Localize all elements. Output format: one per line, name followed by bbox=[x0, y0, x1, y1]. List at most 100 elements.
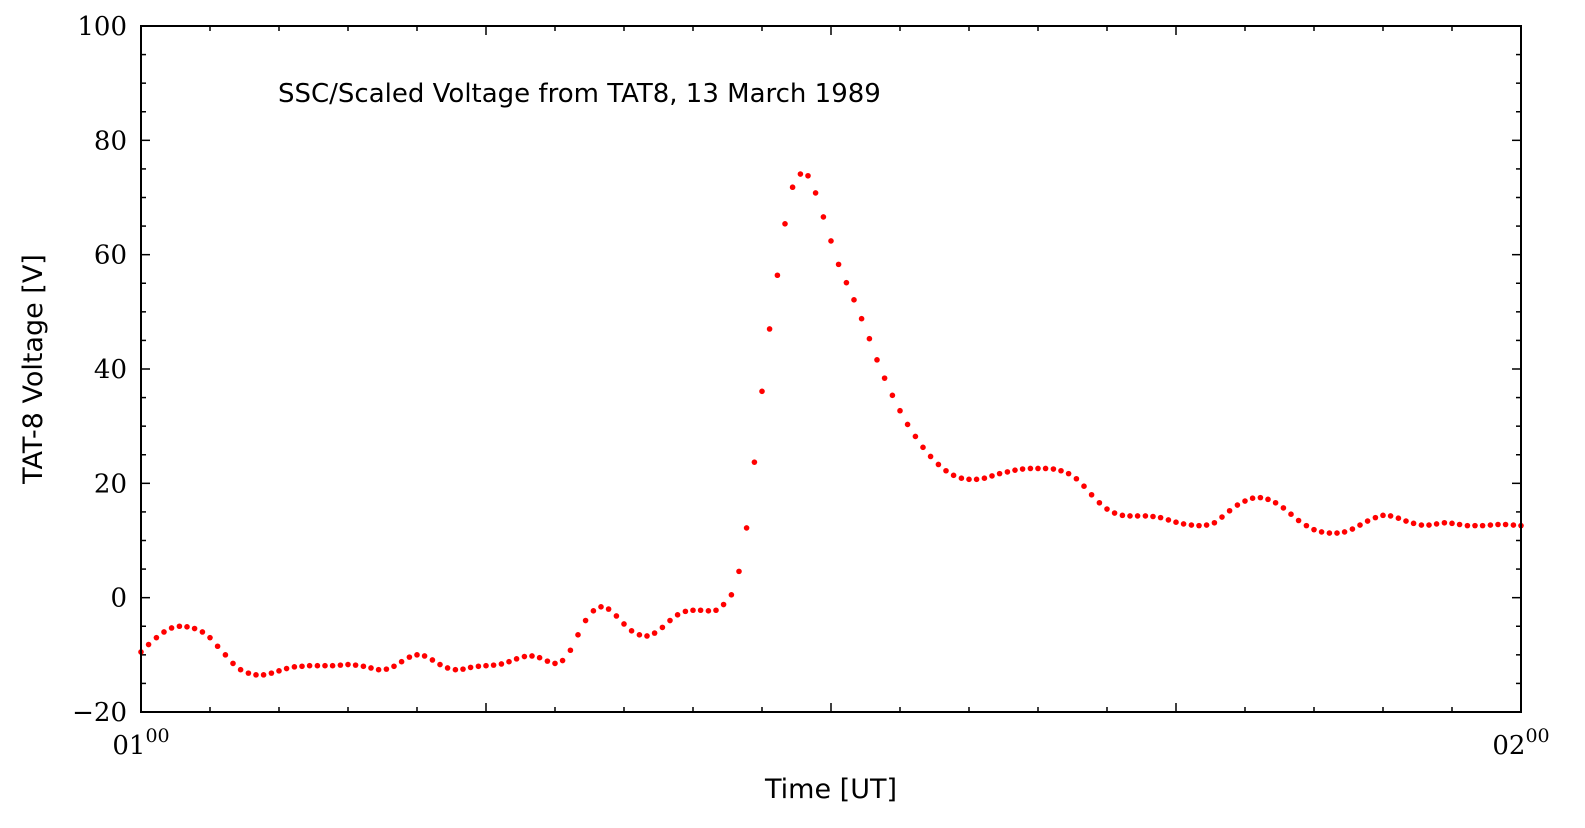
data-point bbox=[690, 607, 696, 614]
data-point bbox=[996, 470, 1003, 477]
data-point bbox=[214, 643, 221, 650]
data-point bbox=[1456, 521, 1463, 528]
data-point bbox=[590, 608, 597, 614]
data-point bbox=[268, 670, 275, 676]
data-point bbox=[375, 666, 382, 673]
y-tick-label: 100 bbox=[77, 12, 127, 42]
data-point bbox=[1410, 520, 1417, 527]
data-point bbox=[529, 653, 535, 659]
data-point bbox=[1058, 467, 1064, 474]
data-point bbox=[874, 357, 880, 363]
data-point bbox=[230, 660, 236, 667]
data-point bbox=[1387, 513, 1394, 519]
y-tick-label: 40 bbox=[94, 355, 127, 385]
data-point bbox=[835, 261, 842, 268]
data-point bbox=[1403, 518, 1409, 524]
data-point bbox=[713, 607, 719, 614]
data-point bbox=[981, 475, 988, 481]
data-point bbox=[1042, 465, 1049, 472]
data-point bbox=[575, 632, 581, 638]
data-point bbox=[1249, 495, 1256, 501]
data-point bbox=[720, 601, 727, 608]
data-point bbox=[1157, 514, 1164, 521]
x-tick-label: 0200 bbox=[1492, 725, 1549, 761]
data-point bbox=[950, 472, 957, 479]
data-point bbox=[805, 172, 811, 179]
y-tick-label: 80 bbox=[94, 126, 127, 156]
x-axis-title: Time [UT] bbox=[764, 774, 897, 805]
data-point bbox=[1096, 499, 1103, 506]
data-point bbox=[506, 658, 512, 665]
data-point bbox=[759, 388, 765, 395]
y-tick-label: 20 bbox=[94, 469, 127, 499]
data-point bbox=[452, 666, 459, 673]
data-point bbox=[751, 459, 758, 465]
data-point bbox=[1027, 465, 1034, 472]
data-point bbox=[552, 660, 558, 667]
y-tick-label: 60 bbox=[94, 241, 127, 271]
data-point bbox=[644, 633, 650, 639]
data-point bbox=[1318, 529, 1325, 535]
data-point bbox=[812, 190, 819, 196]
data-point bbox=[1211, 519, 1218, 526]
data-point bbox=[659, 624, 666, 631]
data-point bbox=[168, 625, 175, 631]
data-point bbox=[1495, 521, 1501, 528]
data-point bbox=[851, 297, 857, 303]
data-point bbox=[1065, 470, 1072, 477]
data-point bbox=[1418, 522, 1425, 528]
data-point bbox=[1479, 522, 1486, 529]
data-point bbox=[490, 662, 497, 668]
y-tick-label: −20 bbox=[72, 698, 127, 728]
data-point bbox=[1426, 522, 1432, 528]
data-point bbox=[943, 467, 949, 474]
data-point bbox=[958, 475, 965, 481]
data-point bbox=[1265, 496, 1271, 503]
data-point bbox=[1288, 511, 1294, 518]
data-point bbox=[797, 171, 804, 177]
data-point bbox=[605, 606, 612, 612]
data-point bbox=[820, 214, 827, 220]
data-point bbox=[1334, 530, 1340, 536]
data-point bbox=[260, 672, 267, 678]
data-point bbox=[291, 664, 298, 670]
plot-frame bbox=[140, 25, 1522, 713]
data-point bbox=[927, 453, 934, 460]
data-point bbox=[1142, 513, 1149, 519]
data-point bbox=[567, 647, 574, 654]
data-point bbox=[352, 662, 359, 668]
data-point bbox=[1349, 526, 1356, 532]
data-point bbox=[1502, 521, 1509, 528]
data-point bbox=[253, 672, 259, 678]
data-point bbox=[935, 461, 942, 468]
data-point bbox=[199, 629, 206, 635]
data-point bbox=[184, 624, 190, 630]
data-point bbox=[705, 608, 712, 614]
data-point bbox=[1510, 522, 1517, 528]
data-point bbox=[544, 658, 551, 664]
data-point bbox=[1203, 522, 1210, 528]
data-point bbox=[1180, 521, 1187, 527]
data-point bbox=[345, 661, 351, 668]
data-point bbox=[1326, 530, 1333, 536]
data-point bbox=[613, 613, 620, 619]
data-point bbox=[460, 666, 466, 672]
data-point bbox=[881, 375, 888, 381]
data-point bbox=[1050, 466, 1057, 472]
data-point bbox=[1104, 506, 1110, 512]
data-point bbox=[276, 668, 282, 674]
data-point bbox=[598, 604, 604, 610]
data-point bbox=[973, 476, 980, 483]
data-point bbox=[628, 628, 635, 634]
data-point bbox=[1150, 513, 1156, 520]
data-point bbox=[774, 272, 781, 279]
data-point bbox=[237, 666, 244, 673]
x-tick-label: 0100 bbox=[112, 725, 169, 761]
data-point bbox=[145, 641, 152, 648]
data-point bbox=[475, 663, 482, 670]
y-tick-label: 0 bbox=[110, 584, 127, 614]
data-point bbox=[421, 653, 428, 659]
axis-ticks bbox=[140, 25, 1522, 713]
data-point bbox=[337, 662, 344, 668]
